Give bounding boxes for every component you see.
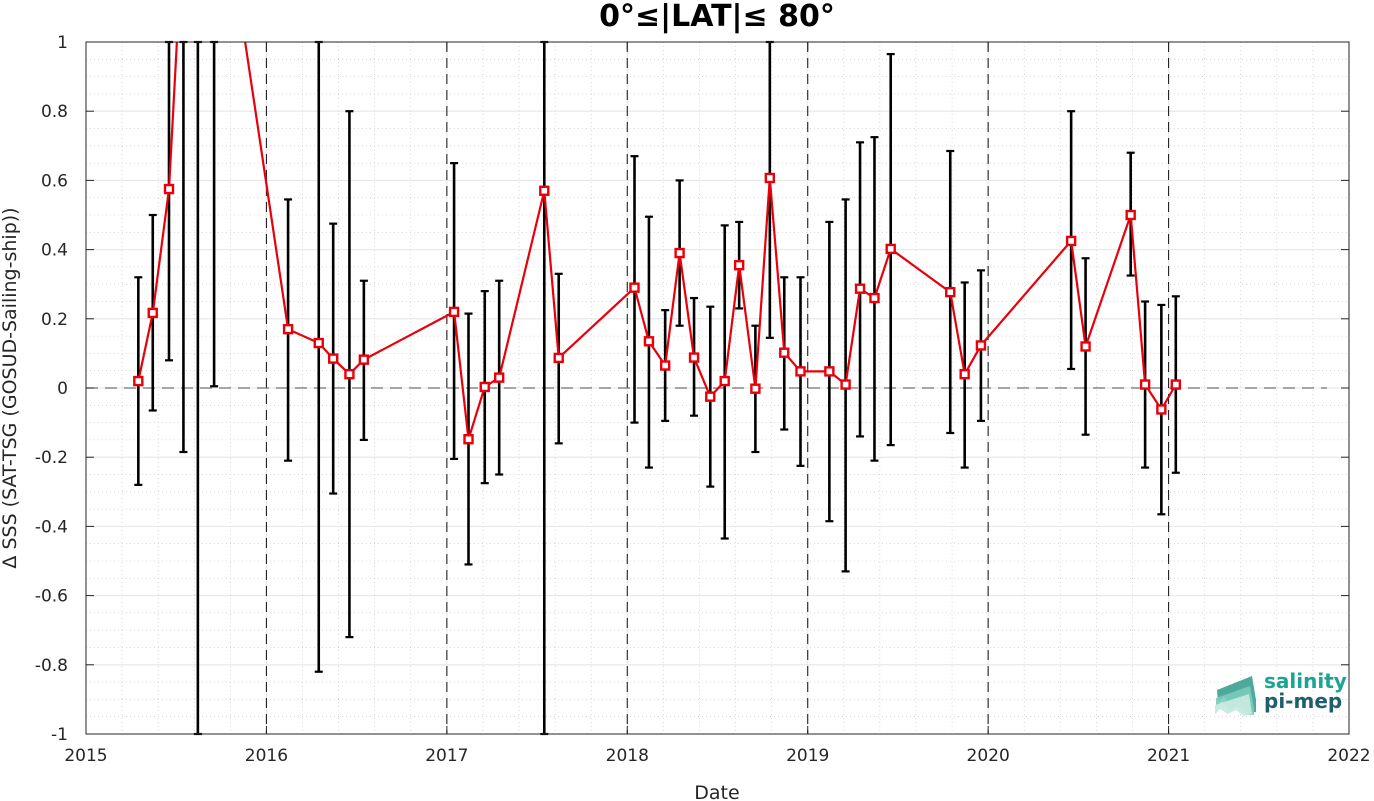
x-tick-label: 2020: [967, 746, 1010, 766]
x-axis-label: Date: [694, 782, 739, 801]
data-point-marker: [1156, 404, 1167, 415]
data-point-marker: [779, 347, 790, 358]
data-point-marker: [282, 323, 294, 335]
axis-ticks: [85, 41, 1350, 735]
data-point-marker: [147, 307, 158, 319]
data-point-marker: [854, 283, 866, 294]
data-point-marker: [629, 282, 640, 293]
y-tick-label: -0.8: [35, 656, 68, 676]
y-tick-labels: -1 -0.8 -0.6 -0.4 -0.2 0 0.2 0.4 0.6 0.8 1: [35, 33, 68, 745]
data-point-marker: [448, 306, 460, 318]
y-tick-label: 0.8: [41, 102, 68, 122]
data-point-marker: [733, 259, 745, 271]
data-point-marker: [1139, 379, 1151, 390]
data-point-marker: [959, 368, 970, 380]
y-tick-label: 0.2: [41, 310, 68, 330]
x-tick-labels: 2015 2016 2017 2018 2019 2020 2021 2022: [64, 746, 1370, 766]
x-tick-label: 2019: [786, 746, 829, 766]
data-point-marker: [1080, 341, 1091, 352]
data-point-marker: [750, 383, 761, 394]
data-point-marker: [705, 391, 716, 402]
data-point-marker: [674, 247, 685, 259]
data-point-marker: [553, 352, 564, 364]
x-tick-label: 2022: [1327, 746, 1370, 766]
data-point-marker: [975, 340, 987, 351]
y-tick-label: 0: [57, 379, 68, 399]
data-point-marker: [358, 354, 370, 365]
data-point-marker: [539, 185, 550, 196]
data-point-marker: [163, 183, 175, 195]
data-point-marker: [719, 375, 730, 387]
data-point-marker: [1125, 209, 1136, 221]
data-point-marker: [885, 243, 896, 255]
logo-text-pi-mep: pi-mep: [1264, 689, 1342, 713]
y-tick-label: -0.4: [35, 517, 68, 537]
data-point-marker: [764, 172, 776, 184]
data-point-marker: [1065, 235, 1077, 247]
data-point-marker: [1170, 379, 1181, 390]
data-point-marker: [840, 379, 851, 390]
data-point-marker: [327, 353, 339, 364]
data-point-marker: [479, 381, 490, 393]
y-tick-label: -0.2: [35, 448, 68, 468]
data-point-marker: [945, 286, 956, 298]
y-tick-label: 1: [57, 33, 68, 53]
data-point-marker: [795, 366, 806, 377]
data-markers: [133, 172, 1181, 445]
logo-text-salinity: salinity: [1264, 669, 1347, 693]
x-tick-label: 2015: [64, 746, 107, 766]
data-point-marker: [463, 434, 474, 445]
data-point-marker: [659, 360, 671, 371]
y-tick-label: 0.4: [41, 241, 68, 261]
data-point-marker: [824, 366, 835, 377]
chart-title: 0°≤|LAT|≤ 80°: [599, 0, 835, 34]
data-point-marker: [643, 336, 655, 347]
x-tick-label: 2016: [245, 746, 288, 766]
data-point-marker: [313, 337, 324, 349]
x-tick-label: 2021: [1147, 746, 1190, 766]
y-tick-label: -0.6: [35, 587, 68, 607]
y-tick-label: 0.6: [41, 171, 68, 191]
data-point-marker: [493, 372, 505, 383]
data-point-marker: [688, 352, 700, 363]
salinity-pi-mep-logo: salinity pi-mep: [1215, 669, 1347, 716]
data-point-marker: [133, 375, 144, 387]
y-tick-label: -1: [51, 725, 68, 745]
x-tick-label: 2017: [425, 746, 468, 766]
data-point-marker: [344, 368, 355, 380]
x-tick-label: 2018: [606, 746, 649, 766]
y-axis-label: Δ SSS (SAT-TSG (GOSUD-Sailing-ship)): [0, 207, 21, 568]
data-point-marker: [869, 292, 880, 304]
logo-wave-icon: [1215, 676, 1256, 716]
